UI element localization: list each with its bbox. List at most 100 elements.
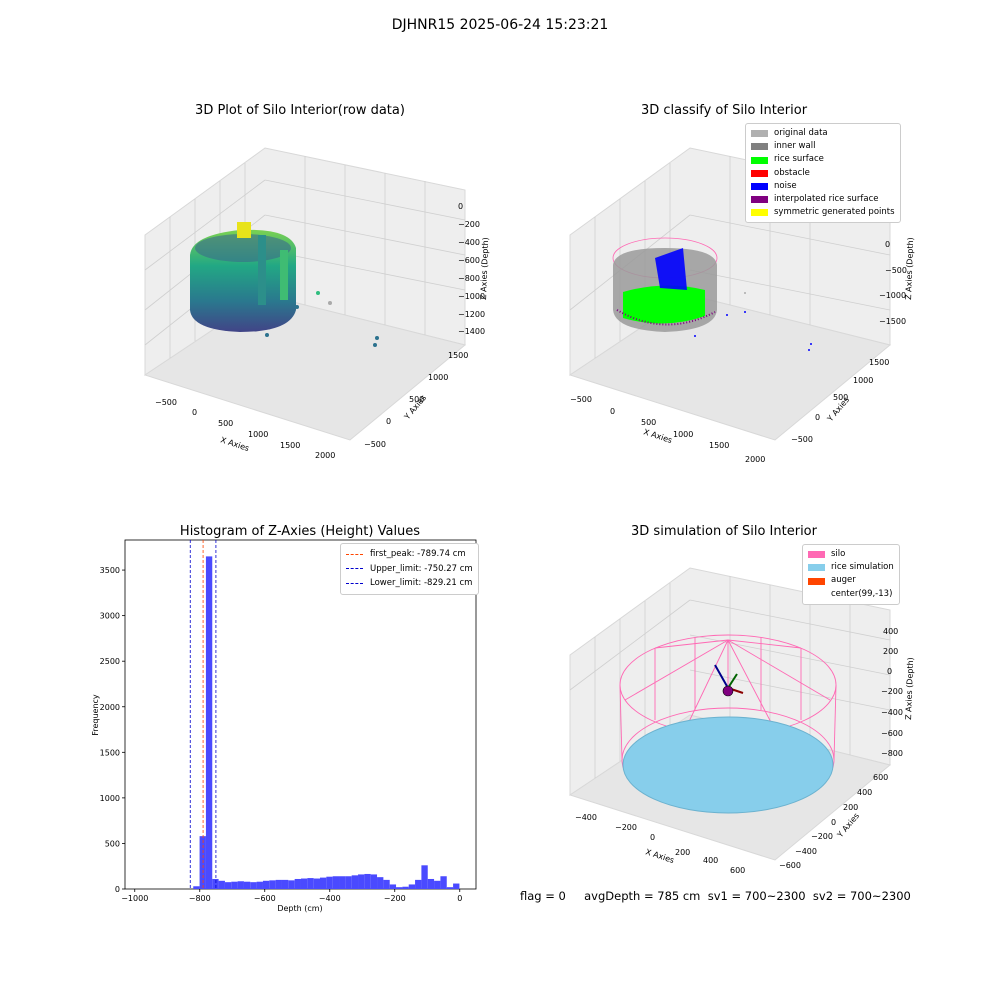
legend-item: symmetric generated points bbox=[751, 206, 895, 219]
y-tick-label: 1500 bbox=[869, 358, 889, 367]
panel2-z-label: Z Axies (Depth) bbox=[904, 237, 915, 300]
histogram-bar bbox=[218, 880, 225, 889]
histogram-bar bbox=[377, 877, 384, 889]
x-tick-label: −800 bbox=[189, 894, 211, 903]
y-tick-label: 0 bbox=[115, 885, 120, 894]
panel1-x-label: X Axies bbox=[219, 435, 250, 453]
noise-point bbox=[744, 311, 746, 313]
outlier-point bbox=[295, 305, 299, 309]
z-tick-label: 400 bbox=[883, 627, 898, 636]
x-tick-label: −600 bbox=[254, 894, 276, 903]
z-tick-label: −600 bbox=[881, 729, 903, 738]
histogram-bar bbox=[320, 877, 327, 889]
panel1-wall-fragment bbox=[280, 250, 288, 300]
histogram-bar bbox=[453, 883, 460, 889]
histogram-bar bbox=[440, 876, 447, 889]
z-tick-label: −1400 bbox=[458, 327, 485, 336]
histogram-bar bbox=[243, 881, 251, 889]
y-tick-label: 0 bbox=[386, 417, 391, 426]
z-tick-label: −200 bbox=[881, 687, 903, 696]
panel4-auger bbox=[714, 664, 744, 697]
panel1-outliers bbox=[265, 291, 379, 347]
legend-item: Upper_limit: -750.27 cm bbox=[346, 562, 473, 577]
legend-label: rice simulation bbox=[831, 562, 894, 573]
histogram-bar bbox=[370, 874, 378, 889]
legend-swatch bbox=[751, 143, 768, 151]
y-tick-label: −600 bbox=[779, 861, 801, 870]
x-tick-label: 500 bbox=[641, 418, 656, 427]
x-tick-label: 0 bbox=[457, 894, 462, 903]
y-tick-label: 500 bbox=[105, 839, 120, 848]
x-tick-label: −200 bbox=[384, 894, 406, 903]
histogram-frame bbox=[124, 539, 477, 890]
legend-item: center(99,-13) bbox=[808, 588, 894, 601]
panel2-rice-surface-points bbox=[623, 285, 705, 324]
histogram-bar bbox=[396, 887, 403, 889]
y-tick-label: 2500 bbox=[100, 657, 120, 666]
y-tick-label: 400 bbox=[857, 788, 872, 797]
z-tick-label: −500 bbox=[885, 266, 907, 275]
legend-swatch bbox=[808, 577, 825, 585]
y-tick-label: 1500 bbox=[100, 748, 120, 757]
histogram-bar bbox=[193, 886, 200, 889]
histogram-bar bbox=[300, 878, 308, 889]
panel1-wall-fragment bbox=[258, 235, 266, 305]
histogram-reference-lines bbox=[189, 540, 217, 889]
legend-swatch bbox=[751, 130, 768, 138]
legend-label: first_peak: -789.74 cm bbox=[370, 549, 466, 559]
histogram-bar bbox=[269, 880, 276, 889]
panel4-gridlines bbox=[569, 576, 891, 778]
z-tick-label: −400 bbox=[458, 238, 480, 247]
legend-label: original data bbox=[774, 128, 828, 138]
histogram-bar bbox=[364, 873, 371, 889]
histogram-bars bbox=[193, 556, 460, 889]
histogram-bar bbox=[256, 881, 263, 889]
z-tick-label: 0 bbox=[885, 240, 890, 249]
panel4-z-ticks: 400 200 0 −200 −400 −600 −800 bbox=[881, 627, 903, 758]
panel4-title: 3D simulation of Silo Interior bbox=[631, 524, 817, 539]
legend-line bbox=[346, 568, 363, 570]
panel2-x-label: X Axies bbox=[642, 427, 673, 445]
z-tick-label: −600 bbox=[458, 256, 480, 265]
noise-point bbox=[744, 292, 746, 294]
y-tick-label: 1000 bbox=[100, 794, 120, 803]
panel4-y-label: Y Axies bbox=[835, 811, 861, 840]
panel2-noise-outliers bbox=[694, 292, 812, 351]
x-tick-label: −400 bbox=[575, 813, 597, 822]
panel4-y-ticks: 600 400 200 0 −200 −400 −600 bbox=[779, 773, 888, 870]
figure-title: DJHNR15 2025-06-24 15:23:21 bbox=[391, 17, 609, 33]
legend-item: original data bbox=[751, 127, 895, 140]
histogram-chart: −1000 −800 −600 −400 −200 0 0 500 1000 1500 2000 2… bbox=[91, 539, 477, 913]
outlier-point bbox=[375, 336, 379, 340]
histogram-bar bbox=[237, 881, 244, 889]
x-tick-label: 600 bbox=[730, 866, 745, 875]
legend-label: interpolated rice surface bbox=[774, 194, 879, 205]
histogram-x-label: Depth (cm) bbox=[277, 904, 322, 913]
outlier-point bbox=[328, 301, 332, 305]
panel2-x-ticks: −500 0 500 1000 1500 2000 bbox=[570, 395, 765, 464]
legend-label: Upper_limit: -750.27 cm bbox=[370, 563, 473, 574]
y-tick-label: 3500 bbox=[100, 566, 120, 575]
panel4-3d-plot: −400 −200 0 200 400 600 X Axies 600 400 … bbox=[568, 567, 915, 875]
legend-item: first_peak: -789.74 cm bbox=[346, 547, 473, 562]
histogram-bar bbox=[288, 880, 295, 889]
panel4-x-label: X Axies bbox=[644, 847, 675, 865]
panel1-surface-points bbox=[237, 222, 251, 238]
legend-swatch bbox=[751, 196, 768, 204]
panel2-legend: original data inner wall rice surface ob… bbox=[745, 123, 901, 224]
outlier-point bbox=[373, 343, 377, 347]
y-tick-label: 1000 bbox=[428, 373, 448, 382]
panel1-y-ticks: −500 0 500 1000 1500 bbox=[364, 351, 468, 449]
legend-label: symmetric generated points bbox=[774, 207, 895, 218]
legend-item: noise bbox=[751, 180, 895, 193]
y-tick-label: −500 bbox=[364, 440, 386, 449]
y-tick-label: 200 bbox=[843, 803, 858, 812]
histogram-bar bbox=[332, 876, 340, 889]
histogram-bar bbox=[205, 556, 213, 889]
z-tick-label: −1500 bbox=[879, 317, 906, 326]
legend-swatch bbox=[751, 156, 768, 164]
panel1-title: 3D Plot of Silo Interior(row data) bbox=[195, 103, 405, 118]
panel2-noise-points bbox=[655, 248, 687, 290]
y-tick-label: 2000 bbox=[100, 703, 120, 712]
x-tick-label: 0 bbox=[650, 833, 655, 842]
